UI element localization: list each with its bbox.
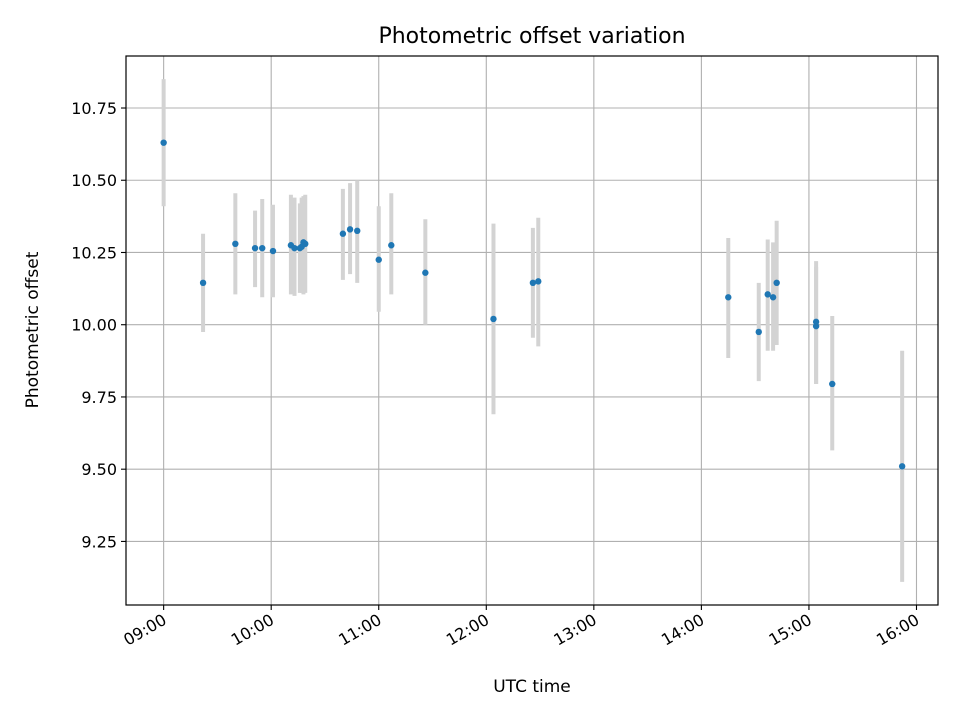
data-point — [251, 244, 259, 252]
data-point — [725, 294, 732, 301]
data-point — [269, 247, 277, 255]
data-point — [812, 318, 820, 326]
data-point — [291, 244, 298, 252]
data-points — [160, 139, 906, 470]
y-axis-ticks: 9.25 9.50 9.75 10.00 10.25 10.50 10.75 — [71, 99, 126, 551]
data-point — [829, 380, 836, 388]
data-point — [259, 244, 266, 252]
data-point — [346, 226, 354, 233]
data-point — [232, 240, 239, 248]
y-tick-label: 9.50 — [81, 460, 117, 479]
chart-title: Photometric offset variation — [378, 24, 685, 49]
data-point — [773, 279, 780, 287]
y-tick-label: 10.00 — [71, 316, 117, 335]
y-tick-label: 9.25 — [81, 532, 117, 551]
y-tick-label: 10.75 — [71, 99, 117, 118]
data-point — [769, 294, 777, 301]
data-point — [339, 230, 347, 237]
data-point — [535, 278, 542, 285]
data-point — [354, 227, 361, 235]
data-point — [898, 463, 906, 470]
x-axis-label: UTC time — [493, 677, 571, 697]
grid — [126, 56, 938, 605]
data-point — [422, 269, 429, 276]
data-point — [160, 139, 167, 146]
y-tick-label: 10.25 — [71, 243, 117, 262]
y-tick-label: 9.75 — [81, 388, 117, 407]
y-tick-label: 10.50 — [71, 171, 117, 190]
data-point — [529, 279, 537, 287]
data-point — [199, 279, 207, 287]
data-point — [755, 328, 762, 336]
data-point — [764, 291, 771, 298]
data-point — [388, 242, 395, 249]
data-point — [302, 240, 309, 248]
data-point — [375, 256, 382, 263]
data-point — [490, 315, 497, 323]
y-axis-label: Photometric offset — [23, 251, 43, 408]
plot-frame — [125, 55, 939, 606]
